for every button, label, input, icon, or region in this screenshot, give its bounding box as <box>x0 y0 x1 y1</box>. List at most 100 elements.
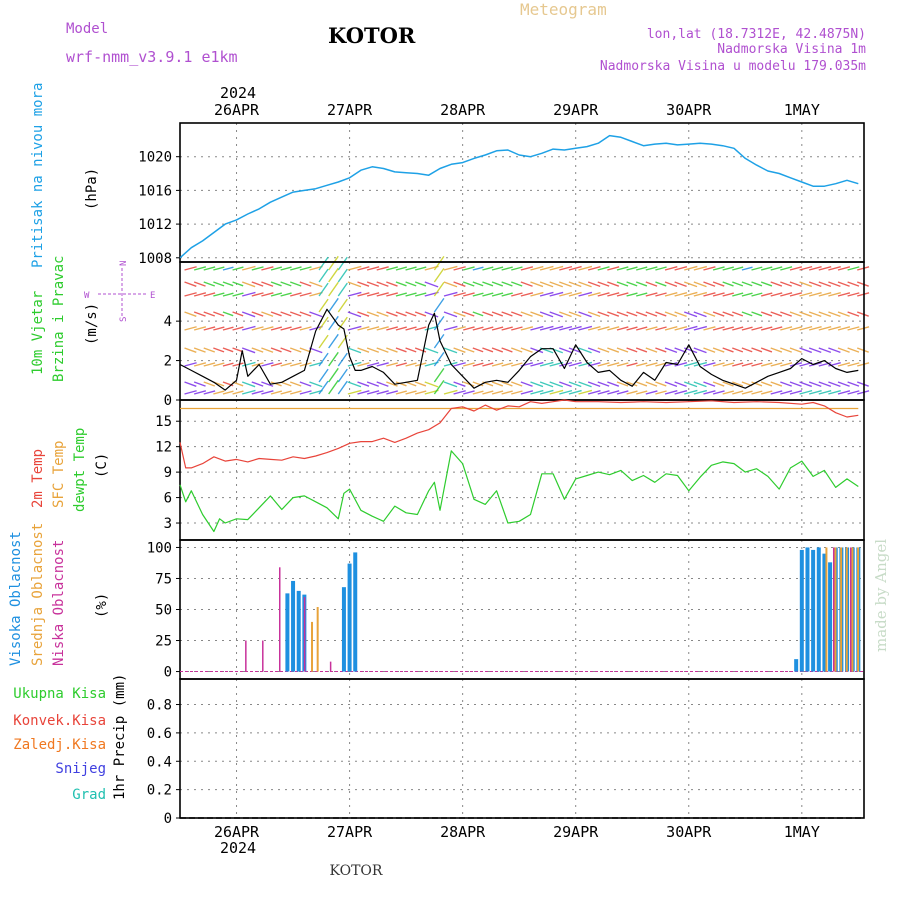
wind-barb <box>376 347 389 353</box>
cloud-bar <box>816 547 821 672</box>
wind-barb <box>559 325 573 331</box>
wind-barb <box>251 266 264 271</box>
wind-barb <box>405 326 417 331</box>
precip-label-grad: Grad <box>72 787 106 803</box>
wind-barb <box>655 266 667 271</box>
wind-barb <box>472 266 484 271</box>
wind-barb <box>309 311 323 318</box>
wind-barb <box>847 381 860 387</box>
wind-barb <box>626 347 638 353</box>
wind-barb <box>424 347 439 354</box>
wind-barb <box>712 326 725 331</box>
wind-barb <box>693 291 708 297</box>
wind-barb <box>857 362 870 367</box>
wind-barb <box>366 292 380 297</box>
wind-barb <box>184 292 197 297</box>
wind-barb <box>828 390 841 395</box>
wind-barb <box>491 362 504 367</box>
cloud-ylabel-3: Niska Oblacnost <box>51 540 67 666</box>
wind-barb <box>751 381 763 387</box>
wind-barb <box>722 390 734 395</box>
wind-barb <box>732 281 744 287</box>
wind-barb <box>799 311 813 318</box>
wind-barb <box>261 266 274 271</box>
wind-barb <box>491 390 504 395</box>
wind-barb <box>684 265 698 271</box>
wind-barb <box>357 326 370 331</box>
wind-barb <box>587 381 601 388</box>
wind-barb <box>722 292 734 297</box>
wind-barb <box>530 291 544 297</box>
wind-barb <box>568 347 582 354</box>
lonlat-label: lon,lat (18.7312E, 42.4875N) <box>647 27 866 42</box>
wind-barb <box>597 347 610 353</box>
wind-barb <box>395 266 407 271</box>
wind-barb <box>741 326 753 331</box>
wind-barb <box>664 266 678 271</box>
wind-barb <box>376 266 389 271</box>
wind-barb <box>828 281 841 288</box>
wind-barb <box>376 362 389 367</box>
wind-barb <box>597 292 610 297</box>
wind-barb <box>828 311 841 318</box>
cloud-ytick-label: 100 <box>147 540 172 556</box>
wind-barb <box>789 381 802 387</box>
wind-barb <box>251 347 264 353</box>
wind-barb <box>856 281 869 287</box>
wind-barb <box>847 390 860 395</box>
wind-barb <box>270 281 282 287</box>
wind-barb <box>539 389 554 395</box>
wind-barb <box>424 381 439 388</box>
wind-barb <box>222 266 234 271</box>
wind-barb <box>309 281 323 288</box>
wind-barb <box>568 381 582 388</box>
wind-barb <box>511 381 523 387</box>
wind-barb <box>578 361 593 367</box>
wind-barb <box>222 281 234 287</box>
wind-barb <box>463 362 475 367</box>
wind-barb <box>808 281 822 288</box>
wind-barb <box>559 281 572 288</box>
wind-barb <box>655 292 667 297</box>
wind-barb <box>674 292 688 297</box>
year-top: 2024 <box>220 84 256 102</box>
wind-barb <box>587 347 601 354</box>
wind-barb <box>683 281 698 288</box>
temp-ylabel-3: dewpt Temp <box>72 428 88 512</box>
wind-barb <box>732 266 744 271</box>
cloud-bar <box>849 547 852 672</box>
wind-barb <box>366 326 380 331</box>
wind-barb <box>501 266 513 271</box>
wind-barb <box>703 390 716 395</box>
wind-barb <box>780 326 793 331</box>
pressure-ylabel: Pritisak na nivou mora <box>30 83 46 268</box>
cloud-bar <box>353 552 358 672</box>
wind-barb <box>347 381 362 388</box>
wind-barb <box>462 281 475 287</box>
wind-barb <box>751 362 763 367</box>
wind-barb <box>193 381 206 387</box>
wind-barb <box>270 390 283 395</box>
wind-barb <box>578 265 593 271</box>
wind-barb <box>847 281 860 287</box>
wind-barb <box>376 381 389 387</box>
wind-barb <box>664 390 678 395</box>
precip-ytick-label: 0.6 <box>147 726 172 742</box>
wind-barb <box>520 326 534 331</box>
wind-barb <box>395 347 407 353</box>
station-title: KOTOR <box>328 23 416 48</box>
wind-barb <box>299 390 312 395</box>
wind-barb <box>616 347 629 353</box>
temperature-ytick-label: 6 <box>164 491 172 507</box>
cloud-bar <box>347 563 352 672</box>
wind-barb <box>549 281 564 288</box>
wind-barb <box>511 362 523 367</box>
wind-barb <box>213 266 225 271</box>
wind-barb <box>847 266 860 271</box>
wind-barb <box>857 292 870 297</box>
wind-barb <box>693 389 708 395</box>
wind-barb <box>395 326 407 331</box>
wind-barb <box>251 292 264 297</box>
wind-barb <box>184 281 197 287</box>
wind-barb <box>674 311 687 318</box>
